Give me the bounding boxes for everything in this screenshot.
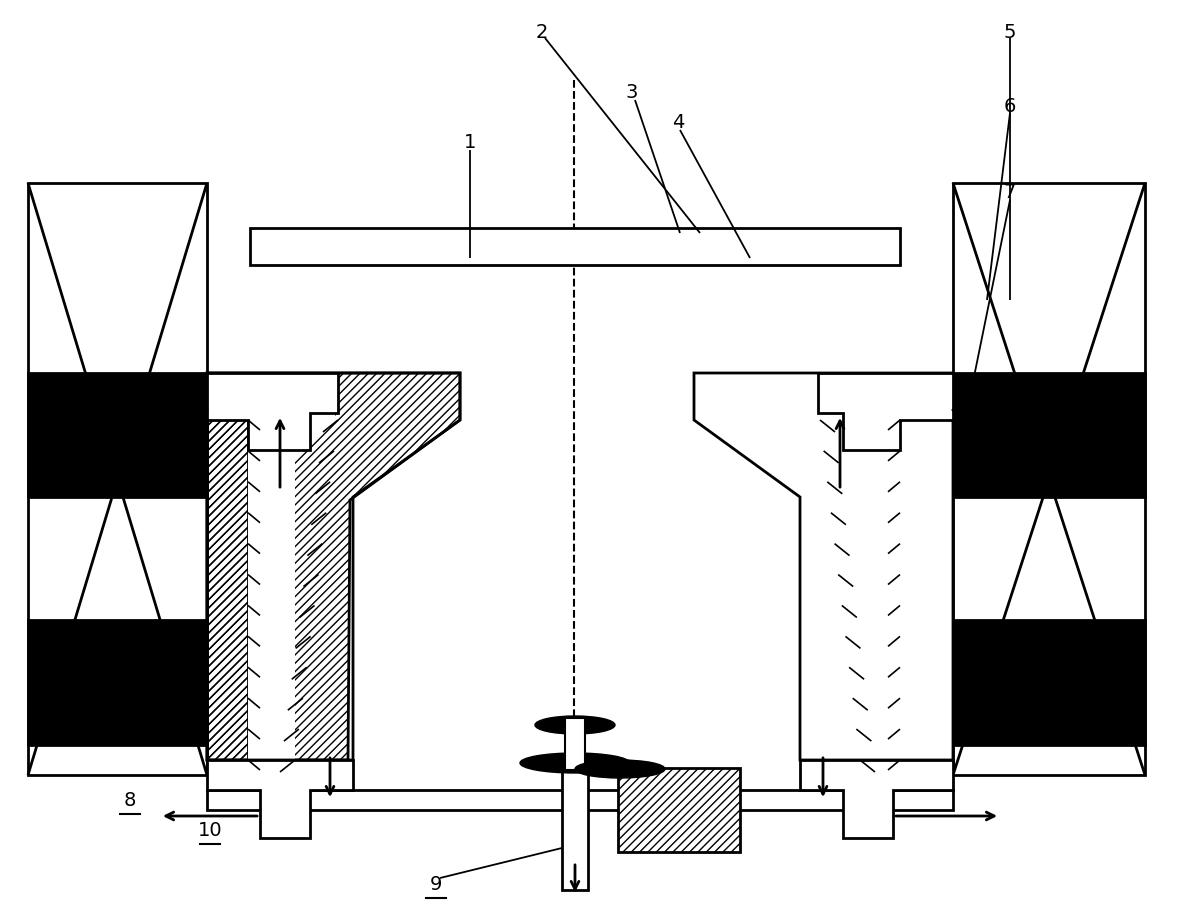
Text: 10: 10 — [198, 821, 222, 839]
Polygon shape — [207, 373, 338, 450]
Text: 8: 8 — [123, 790, 137, 810]
Polygon shape — [818, 373, 953, 450]
Text: 6: 6 — [1004, 96, 1017, 116]
Polygon shape — [820, 373, 900, 760]
Bar — [28, 373, 207, 497]
Bar — [565, 718, 585, 770]
Bar — [953, 620, 1145, 745]
Polygon shape — [207, 760, 353, 838]
Ellipse shape — [576, 760, 665, 778]
Text: 5: 5 — [1004, 22, 1017, 41]
Bar — [953, 373, 1145, 497]
Bar — [953, 183, 1145, 775]
Polygon shape — [800, 760, 953, 838]
Text: 1: 1 — [464, 133, 476, 153]
Ellipse shape — [520, 753, 629, 773]
Text: 7: 7 — [1004, 184, 1017, 202]
Polygon shape — [617, 768, 740, 852]
Bar — [28, 620, 207, 745]
Ellipse shape — [535, 716, 615, 734]
Polygon shape — [248, 373, 335, 760]
Bar — [562, 760, 588, 890]
Bar — [251, 228, 900, 265]
Text: 3: 3 — [626, 84, 638, 103]
Text: 4: 4 — [671, 114, 685, 132]
Bar — [28, 183, 207, 775]
Bar — [207, 790, 953, 810]
Text: 2: 2 — [536, 22, 548, 41]
Text: 9: 9 — [429, 875, 442, 893]
